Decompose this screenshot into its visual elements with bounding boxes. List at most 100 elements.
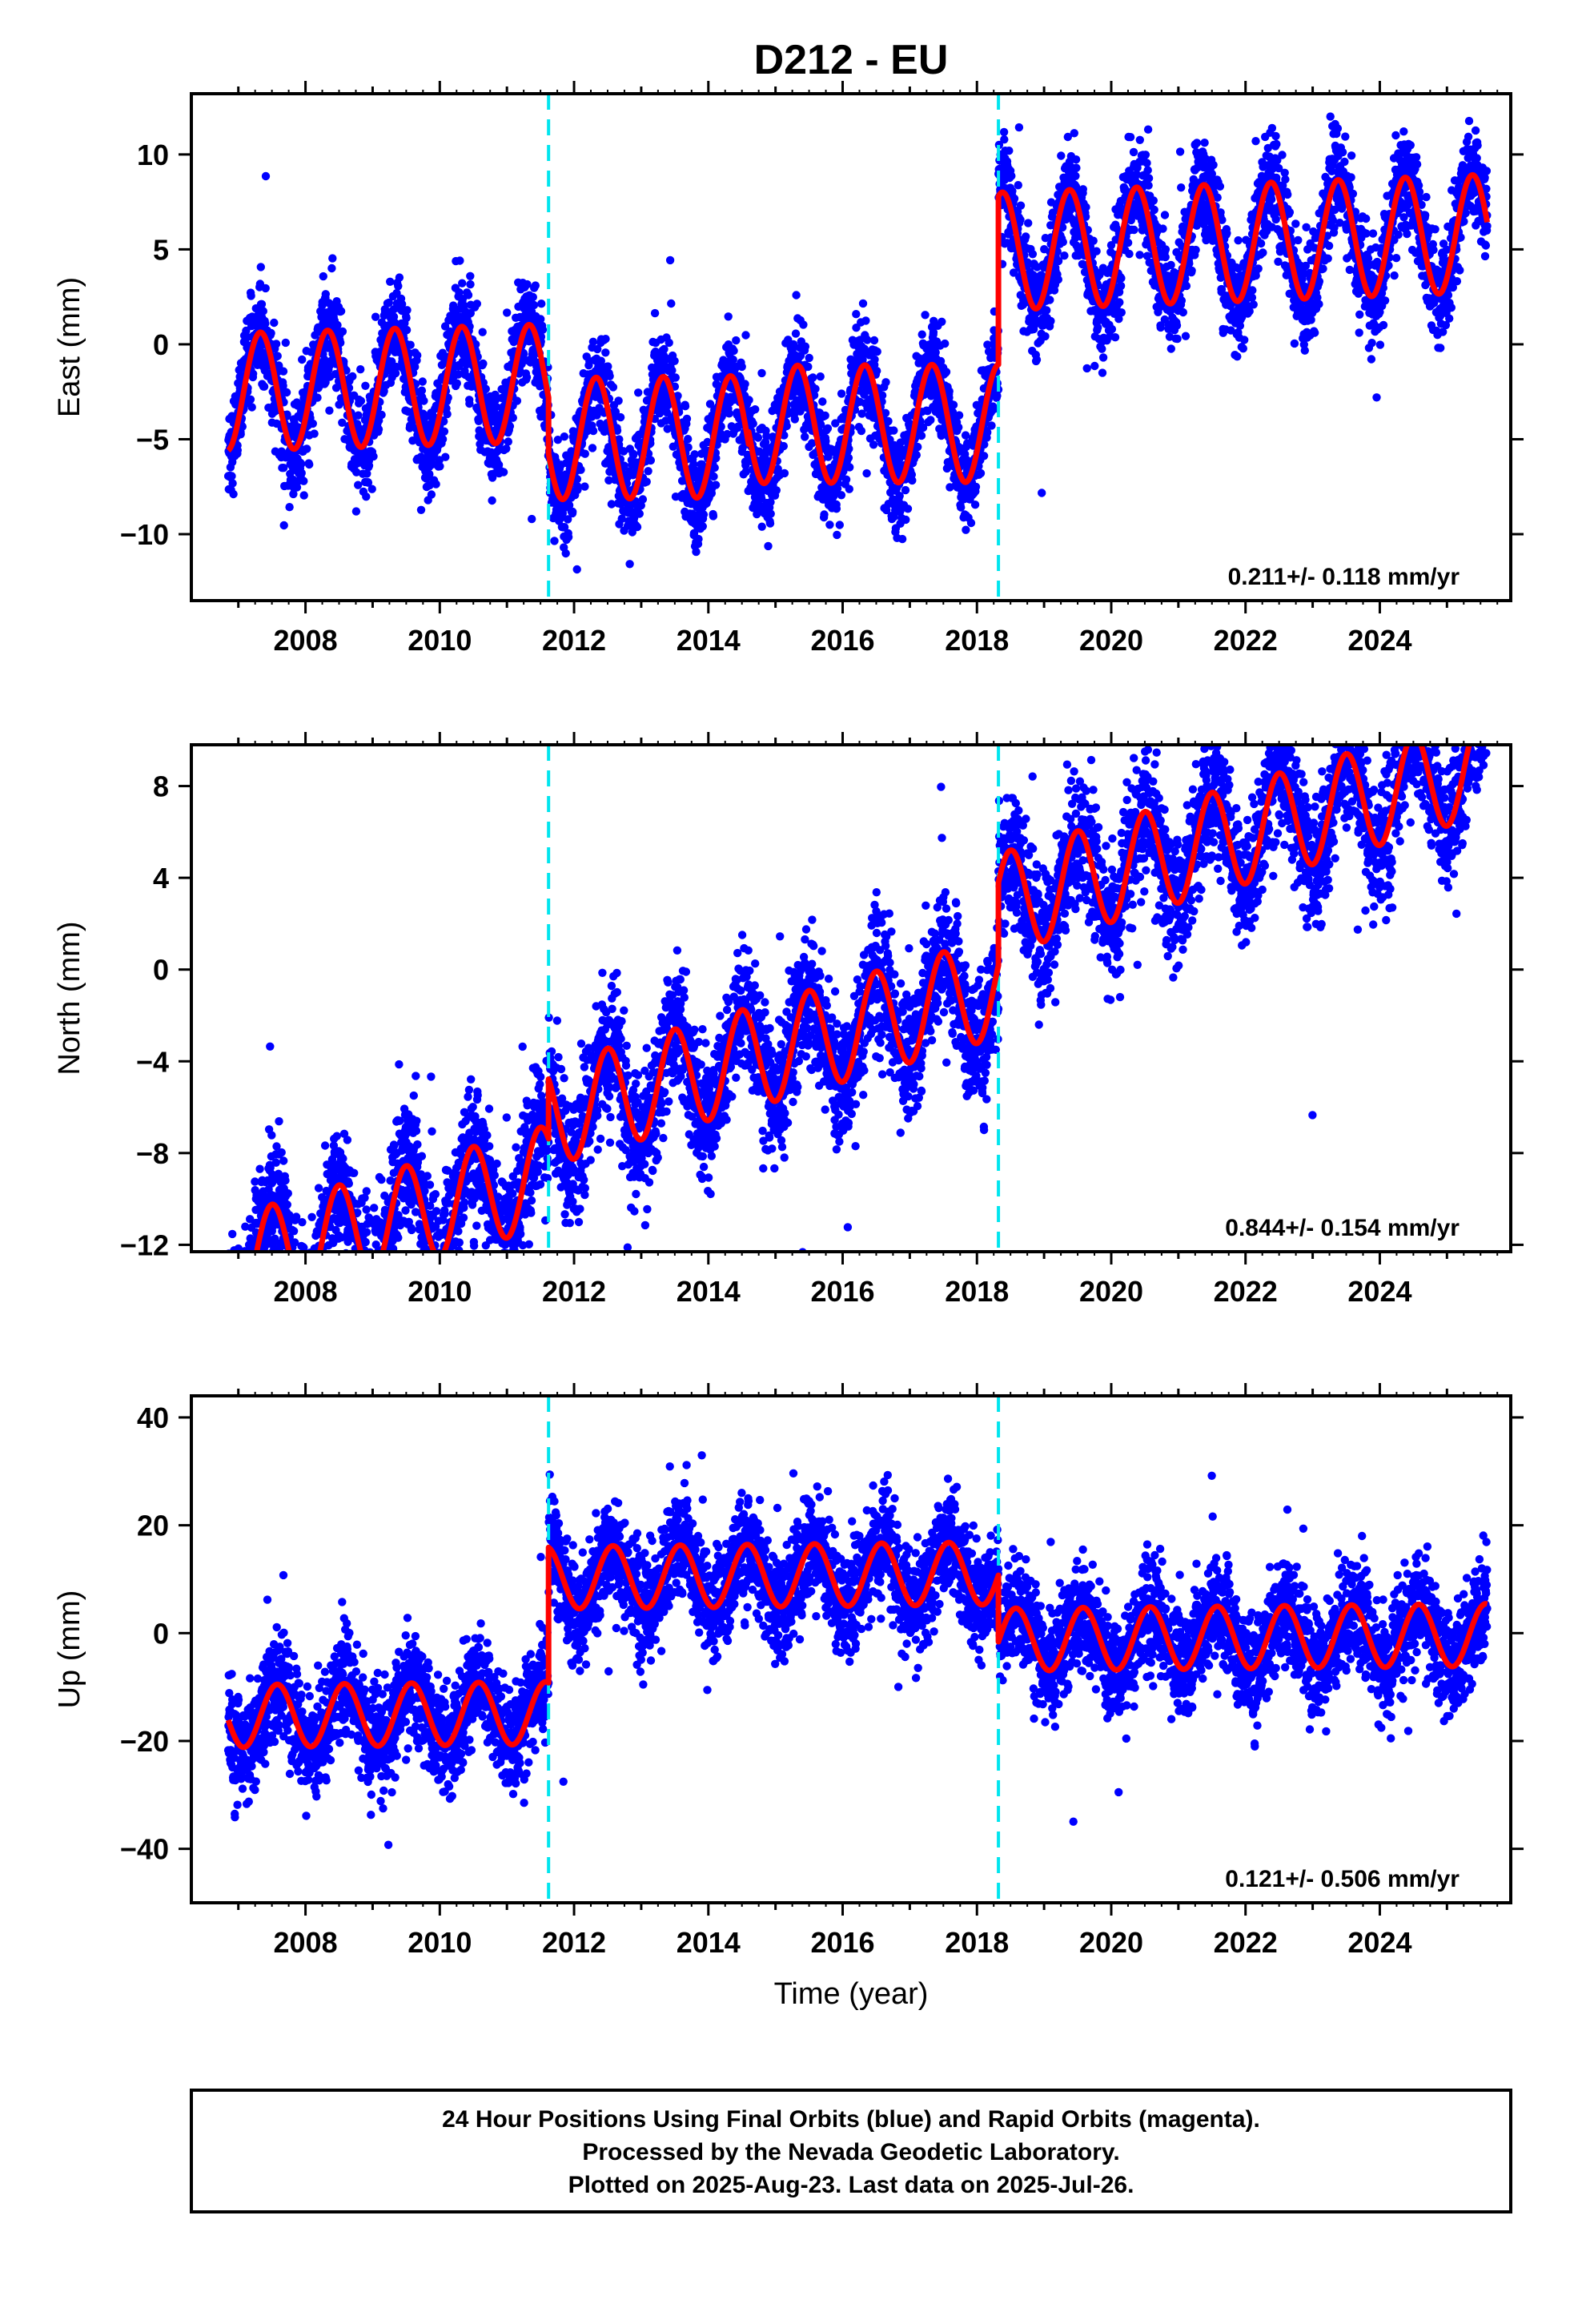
- east-point: [844, 453, 853, 462]
- east-point: [328, 254, 337, 263]
- east-point: [670, 356, 679, 365]
- east-point: [356, 365, 365, 374]
- east-point: [901, 515, 910, 525]
- east-point: [537, 300, 546, 308]
- east-point: [472, 300, 481, 308]
- east-point: [671, 373, 680, 382]
- east-point: [504, 437, 512, 446]
- east-point: [364, 461, 374, 470]
- east-point: [279, 521, 288, 530]
- east-point: [292, 483, 302, 492]
- east-point: [427, 490, 436, 499]
- east-point: [402, 313, 411, 323]
- east-point: [361, 381, 370, 390]
- east-point: [420, 396, 428, 405]
- east-point: [336, 307, 346, 316]
- east-point: [1014, 123, 1024, 132]
- east-point: [418, 377, 427, 386]
- east-point: [694, 534, 703, 544]
- east-point: [408, 436, 417, 445]
- east-point: [238, 422, 247, 431]
- east-point: [791, 329, 801, 338]
- east-point: [1129, 147, 1138, 157]
- east-point: [1182, 281, 1191, 291]
- east-point: [403, 306, 412, 315]
- east-point: [299, 476, 308, 485]
- east-point: [394, 282, 403, 291]
- east-point: [1072, 163, 1081, 172]
- east-point: [861, 316, 870, 325]
- east-point: [1142, 159, 1151, 167]
- east-point: [1141, 151, 1150, 159]
- east-point: [608, 383, 618, 392]
- east-point: [371, 312, 380, 321]
- east-point: [1046, 296, 1054, 304]
- east-point: [835, 521, 845, 529]
- east-point: [443, 409, 452, 419]
- east-point: [945, 387, 954, 396]
- east-point: [1135, 251, 1144, 259]
- east-point: [354, 480, 363, 489]
- east-point: [247, 403, 256, 412]
- east-point: [588, 426, 598, 436]
- east-point: [729, 346, 738, 356]
- east-point: [1054, 275, 1063, 284]
- east-point: [668, 366, 677, 375]
- east-point: [488, 496, 496, 505]
- east-point: [857, 426, 866, 436]
- east-point: [499, 468, 508, 476]
- east-point: [632, 522, 642, 532]
- east-point: [1149, 196, 1158, 205]
- east-point: [1071, 171, 1080, 180]
- east-point: [1178, 308, 1188, 317]
- east-point: [246, 395, 255, 404]
- east-point: [684, 435, 693, 444]
- east-point: [971, 482, 981, 492]
- east-point: [926, 416, 935, 424]
- east-point: [1000, 135, 1009, 144]
- east-point: [436, 462, 444, 471]
- east-point: [1144, 181, 1153, 190]
- east-point: [917, 431, 926, 440]
- east-point: [1007, 171, 1016, 180]
- east-point: [588, 337, 598, 346]
- east-point: [1110, 333, 1120, 342]
- east-point: [233, 446, 242, 455]
- east-point: [321, 290, 330, 299]
- east-point: [338, 327, 347, 336]
- east-point: [440, 322, 450, 331]
- east-point: [228, 479, 237, 488]
- east-point: [363, 478, 373, 487]
- east-point: [751, 405, 760, 414]
- east-point: [792, 291, 801, 300]
- east-point: [765, 519, 775, 528]
- east-point: [256, 263, 265, 271]
- east-point: [369, 452, 378, 461]
- east-point: [528, 514, 536, 524]
- east-point: [267, 328, 275, 338]
- east-point: [257, 300, 267, 308]
- east-point: [313, 393, 322, 402]
- east-point: [319, 271, 327, 281]
- east-point: [298, 355, 307, 364]
- east-point: [270, 318, 279, 328]
- east-point: [629, 450, 638, 460]
- east-point: [576, 465, 585, 474]
- east-point: [466, 308, 475, 318]
- east-point: [957, 503, 966, 512]
- east-point: [377, 410, 386, 420]
- east-point: [464, 291, 473, 300]
- east-point: [1187, 266, 1196, 275]
- panels: 2008 2010 2012 2014 2016 2018 2020 2022 2024−10−…: [53, 81, 1524, 2011]
- east-point: [335, 400, 343, 409]
- east-point: [873, 367, 881, 376]
- east-point: [917, 330, 926, 339]
- east-point: [841, 475, 851, 484]
- east-point: [903, 505, 913, 513]
- east-point: [665, 255, 675, 265]
- east-point: [348, 372, 357, 381]
- east-point: [766, 509, 775, 518]
- east-point: [601, 335, 610, 344]
- east-point: [529, 300, 539, 310]
- east-point: [635, 509, 644, 518]
